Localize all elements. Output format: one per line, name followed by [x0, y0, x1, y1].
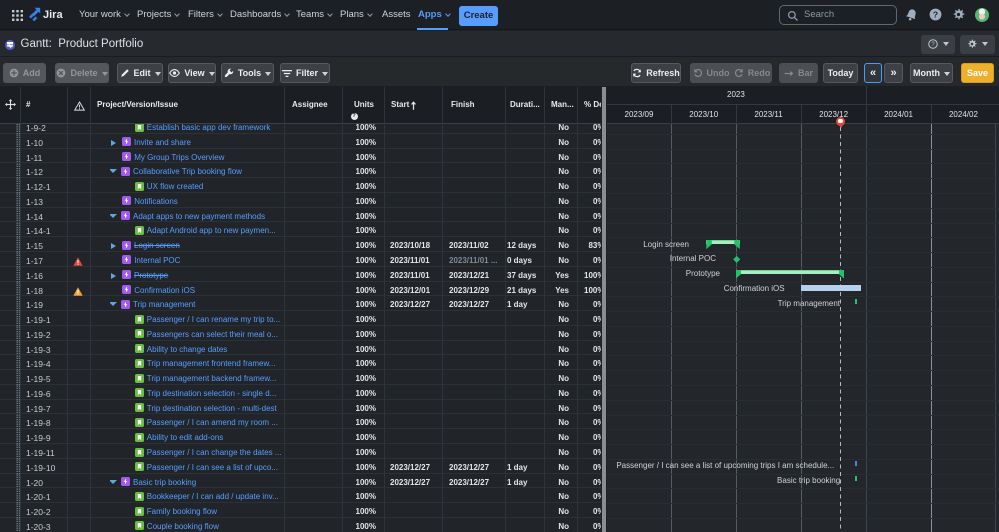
- svg-text:?: ?: [933, 9, 938, 19]
- svg-text:?: ?: [931, 42, 935, 48]
